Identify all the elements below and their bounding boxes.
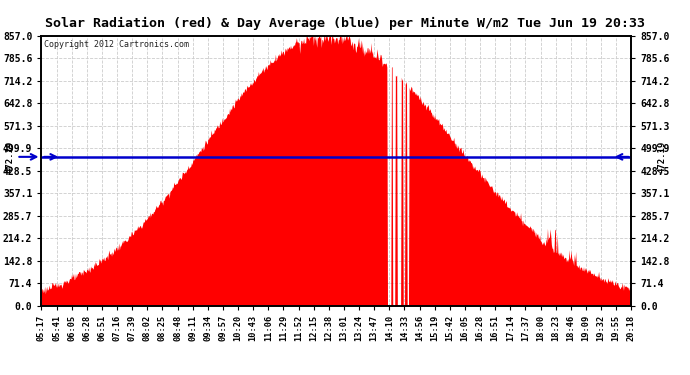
- Text: 472.19: 472.19: [6, 141, 15, 173]
- Text: Solar Radiation (red) & Day Average (blue) per Minute W/m2 Tue Jun 19 20:33: Solar Radiation (red) & Day Average (blu…: [45, 17, 645, 30]
- Text: 472.19: 472.19: [658, 141, 667, 173]
- Text: Copyright 2012 Cartronics.com: Copyright 2012 Cartronics.com: [44, 40, 189, 49]
